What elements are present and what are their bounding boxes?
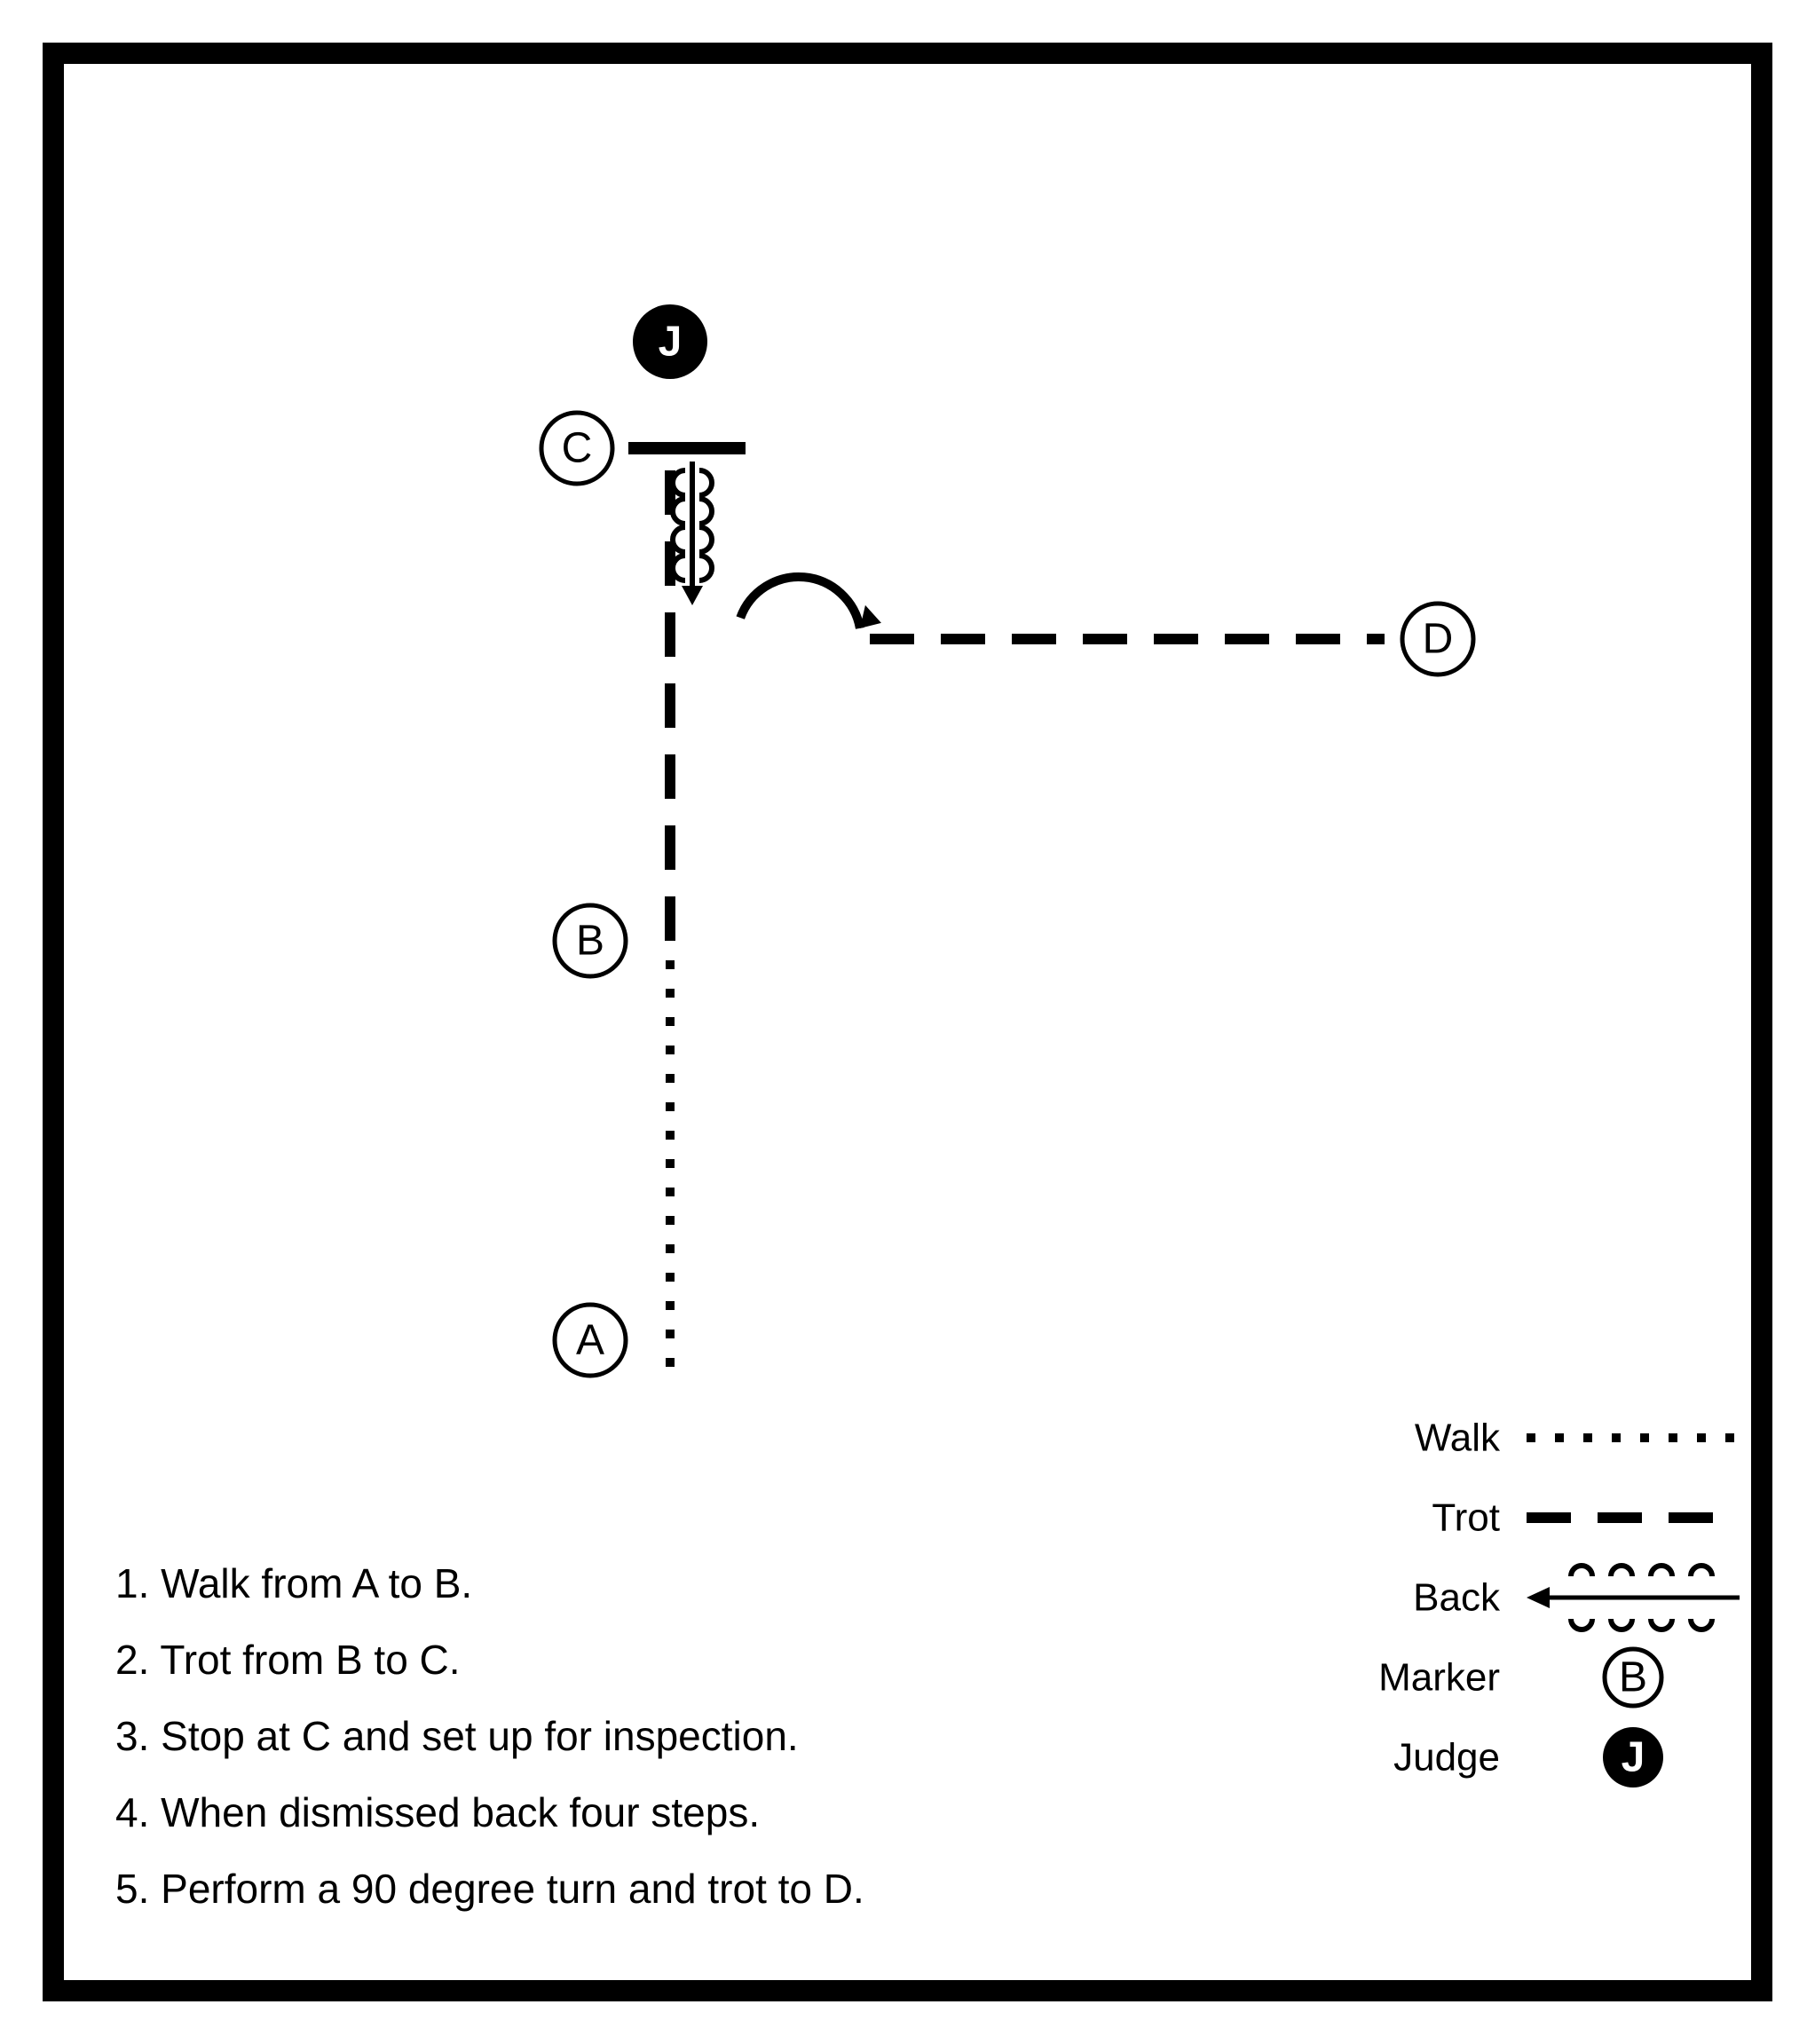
diagram-canvas: A B C D J Walk Trot Back Marker B Judge J 1. Walk fr… — [0, 0, 1815, 2044]
marker-c: C — [541, 413, 612, 484]
legend-marker-sample: B — [1619, 1654, 1647, 1701]
judge-marker: J — [633, 304, 707, 379]
legend-label-trot: Trot — [1432, 1496, 1500, 1540]
instruction-3: 3. Stop at C and set up for inspection. — [115, 1713, 799, 1759]
marker-label-b: B — [576, 918, 604, 965]
legend-judge-sample: J — [1622, 1734, 1645, 1781]
marker-label-a: A — [576, 1317, 604, 1364]
legend-label-walk: Walk — [1415, 1417, 1501, 1460]
instruction-2: 2. Trot from B to C. — [115, 1637, 461, 1683]
instruction-4: 4. When dismissed back four steps. — [115, 1789, 760, 1835]
marker-label-c: C — [562, 425, 593, 472]
legend-label-marker: Marker — [1378, 1656, 1500, 1700]
instruction-5: 5. Perform a 90 degree turn and trot to … — [115, 1866, 864, 1912]
marker-a: A — [555, 1305, 626, 1376]
marker-b: B — [555, 905, 626, 976]
marker-d: D — [1402, 604, 1473, 675]
instruction-1: 1. Walk from A to B. — [115, 1560, 472, 1606]
judge-label: J — [659, 319, 683, 366]
legend-label-back: Back — [1413, 1576, 1501, 1620]
legend-label-judge: Judge — [1393, 1736, 1500, 1780]
marker-label-d: D — [1423, 616, 1454, 663]
